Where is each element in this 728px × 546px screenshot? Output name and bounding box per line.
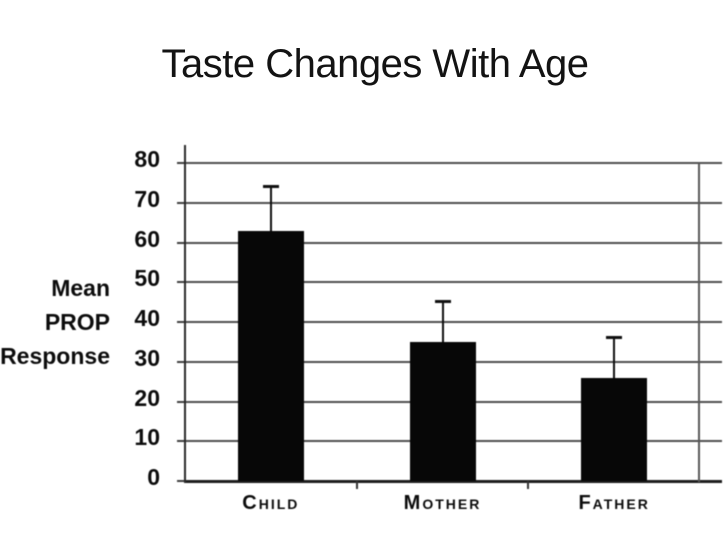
x-label-mother: Mother <box>403 492 482 514</box>
error-bar-father <box>613 337 616 378</box>
y-axis-tick-40 <box>177 321 185 323</box>
bar-father <box>581 377 648 481</box>
y-axis-title-line: PROP <box>44 309 110 335</box>
y-axis-tick-50 <box>177 281 185 284</box>
gridline-70 <box>185 201 722 204</box>
error-bar-mother <box>441 302 444 342</box>
y-tick-label-20: 20 <box>134 384 160 411</box>
y-axis-line <box>184 145 186 483</box>
bar-child <box>237 230 304 481</box>
y-tick-label-30: 30 <box>134 344 160 371</box>
error-bar-cap-child <box>262 184 279 188</box>
y-axis-title: Mean PROP Response <box>0 271 110 373</box>
y-tick-label-50: 50 <box>134 265 160 292</box>
x-label-child: Child <box>242 492 300 514</box>
plot-right-border <box>698 163 700 482</box>
y-tick-label-80: 80 <box>134 146 160 172</box>
y-axis-tick-30 <box>177 360 185 363</box>
error-bar-cap-father <box>606 335 623 339</box>
slide-title: Taste Changes With Age <box>161 42 589 86</box>
y-axis-tick-20 <box>177 400 185 403</box>
y-tick-label-70: 70 <box>134 185 160 212</box>
gridline-80 <box>185 162 722 164</box>
category-boundary-tick <box>355 481 358 489</box>
y-tick-label-60: 60 <box>134 225 160 252</box>
category-boundary-tick <box>527 481 530 489</box>
y-tick-label-0: 0 <box>147 464 160 490</box>
gridline-60 <box>185 241 722 244</box>
y-tick-label-10: 10 <box>134 424 160 451</box>
gridline-40 <box>185 321 722 323</box>
y-axis-tick-70 <box>177 201 185 204</box>
x-axis-line <box>185 480 722 483</box>
gridline-50 <box>185 281 722 284</box>
y-axis-tick-80 <box>177 162 185 164</box>
y-axis-tick-10 <box>177 440 185 443</box>
y-tick-label-40: 40 <box>134 305 160 331</box>
x-label-father: Father <box>578 492 650 514</box>
plot-area <box>177 145 722 489</box>
bar-mother <box>409 341 476 481</box>
error-bar-child <box>269 186 272 231</box>
y-axis-tick-0 <box>177 480 185 482</box>
error-bar-cap-mother <box>434 300 451 304</box>
y-axis-title-line: Mean <box>51 275 110 301</box>
y-axis-title-line: Response <box>0 343 110 369</box>
y-axis-tick-60 <box>177 241 185 244</box>
